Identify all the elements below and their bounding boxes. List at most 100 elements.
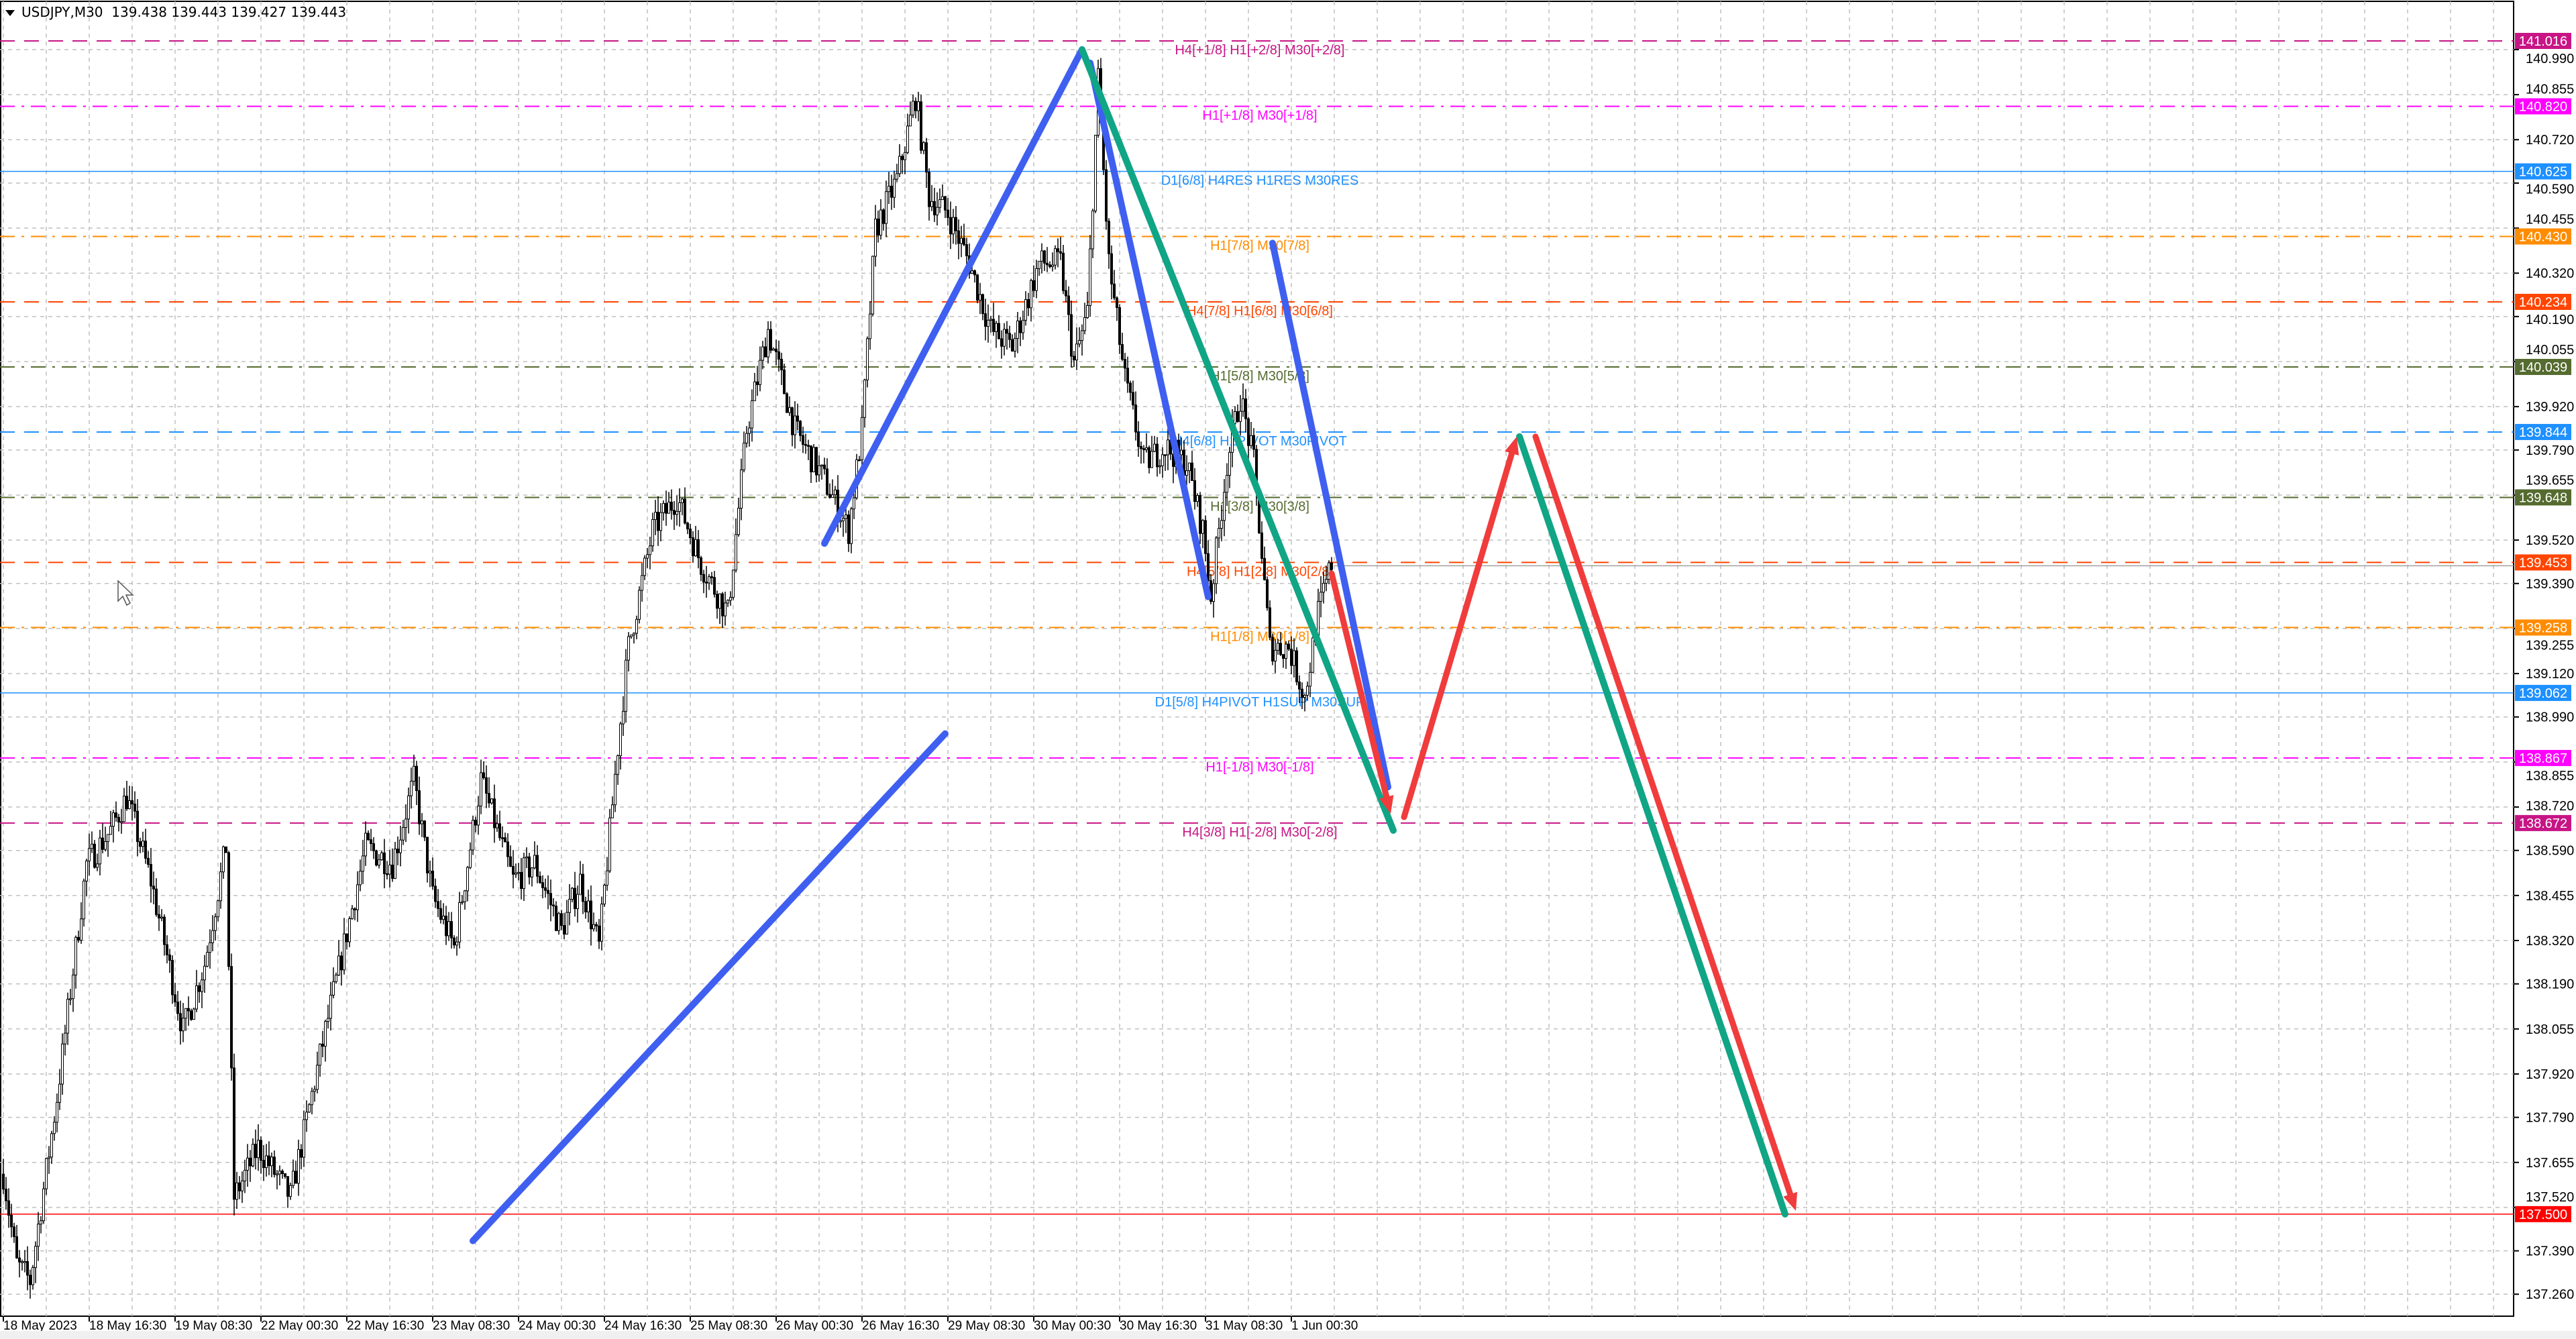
candle-body [799, 421, 802, 436]
candle-body [608, 817, 611, 871]
candle-body [388, 864, 391, 875]
candle-body [863, 379, 866, 418]
candle-body [802, 435, 804, 445]
x-tick-label: 29 May 08:30 [948, 1319, 1025, 1333]
candle-body [692, 537, 694, 557]
candle-body [276, 1173, 278, 1175]
candle-body [627, 636, 630, 661]
candle-body [238, 1182, 241, 1191]
price-tag [2515, 293, 2571, 310]
price-tag [2515, 554, 2571, 571]
candle-body [1027, 299, 1030, 309]
y-tick-label: 139.655 [2526, 473, 2574, 488]
candle-body [45, 1158, 48, 1189]
symbol-label: USDJPY,M30 [21, 4, 103, 20]
candle-body [1282, 654, 1285, 659]
candle-body [1019, 320, 1022, 333]
candle-body [2, 1173, 5, 1190]
candle-body [195, 985, 198, 1010]
candle-body [718, 593, 721, 609]
y-tick-label: 139.520 [2526, 533, 2574, 548]
candle-body [176, 1002, 179, 1014]
candle-body [88, 848, 91, 861]
candle-body [689, 529, 692, 539]
candle-body [947, 209, 949, 218]
candle-body [1038, 260, 1040, 269]
candle-body [187, 1008, 190, 1012]
candle-body [217, 900, 219, 918]
candle-body [316, 1065, 319, 1090]
candle-body [265, 1155, 268, 1169]
candle-body [329, 994, 332, 1019]
candle-body [1191, 462, 1193, 481]
candle-body [842, 518, 845, 521]
candle-body [622, 710, 625, 725]
level-label: H1[5/8] M30[5/8] [1210, 369, 1309, 384]
candle-body [1035, 268, 1038, 291]
candle-body [1185, 470, 1188, 476]
price-tag [2515, 489, 2571, 506]
y-tick-label: 139.255 [2526, 638, 2574, 653]
candle-body [1242, 398, 1244, 412]
candle-body [439, 908, 442, 920]
candle-body [1073, 356, 1075, 361]
candle-body [15, 1236, 18, 1258]
candle-body [104, 841, 107, 850]
candle-body [370, 839, 372, 845]
candle-body [362, 855, 364, 872]
candle-body [482, 772, 485, 778]
candle-body [372, 843, 375, 851]
candle-body [592, 924, 595, 930]
candle-body [42, 1188, 45, 1222]
candle-body [769, 329, 772, 351]
candle-body [1228, 451, 1231, 476]
candle-body [1121, 343, 1124, 360]
candle-body [174, 994, 176, 1003]
y-tick-label: 138.590 [2526, 844, 2574, 859]
price-tag-label: 139.844 [2519, 425, 2567, 440]
price-tag-label: 140.820 [2519, 99, 2567, 114]
price-tag [2515, 749, 2571, 766]
triangle-down-icon[interactable] [5, 10, 15, 16]
candle-body [29, 1275, 32, 1285]
candle-body [1199, 495, 1201, 534]
candle-body [297, 1149, 300, 1184]
candle-body [702, 574, 705, 583]
candle-body [117, 816, 120, 822]
x-tick-label: 18 May 16:30 [89, 1319, 166, 1333]
price-tag-label: 141.016 [2519, 34, 2567, 49]
candle-body [85, 860, 88, 881]
candle-body [616, 755, 619, 775]
y-tick-label: 138.190 [2526, 977, 2574, 992]
candle-body [66, 998, 69, 1034]
candle-body [109, 826, 112, 835]
candle-body [1201, 520, 1204, 534]
candle-body [933, 201, 936, 215]
candle-body [1078, 340, 1081, 345]
candle-body [249, 1157, 252, 1167]
candle-body [930, 201, 933, 207]
candle-body [391, 864, 394, 879]
candle-body [241, 1180, 244, 1191]
candle-body [163, 916, 166, 945]
candle-body [735, 534, 737, 571]
candle-body [367, 833, 370, 841]
candle-body [724, 602, 727, 617]
candle-body [13, 1226, 15, 1237]
candle-body [506, 841, 509, 857]
candle-body [1008, 333, 1011, 340]
candle-body [694, 539, 697, 557]
candle-body [665, 502, 667, 514]
candle-body [1016, 320, 1019, 339]
candle-body [437, 901, 439, 909]
candle-body [1059, 251, 1062, 254]
candle-body [850, 508, 853, 544]
candle-body [504, 837, 506, 843]
candle-body [1062, 252, 1065, 291]
candle-body [566, 912, 568, 934]
candle-body [743, 442, 745, 470]
y-tick-label: 137.260 [2526, 1287, 2574, 1302]
candle-body [1247, 418, 1250, 446]
